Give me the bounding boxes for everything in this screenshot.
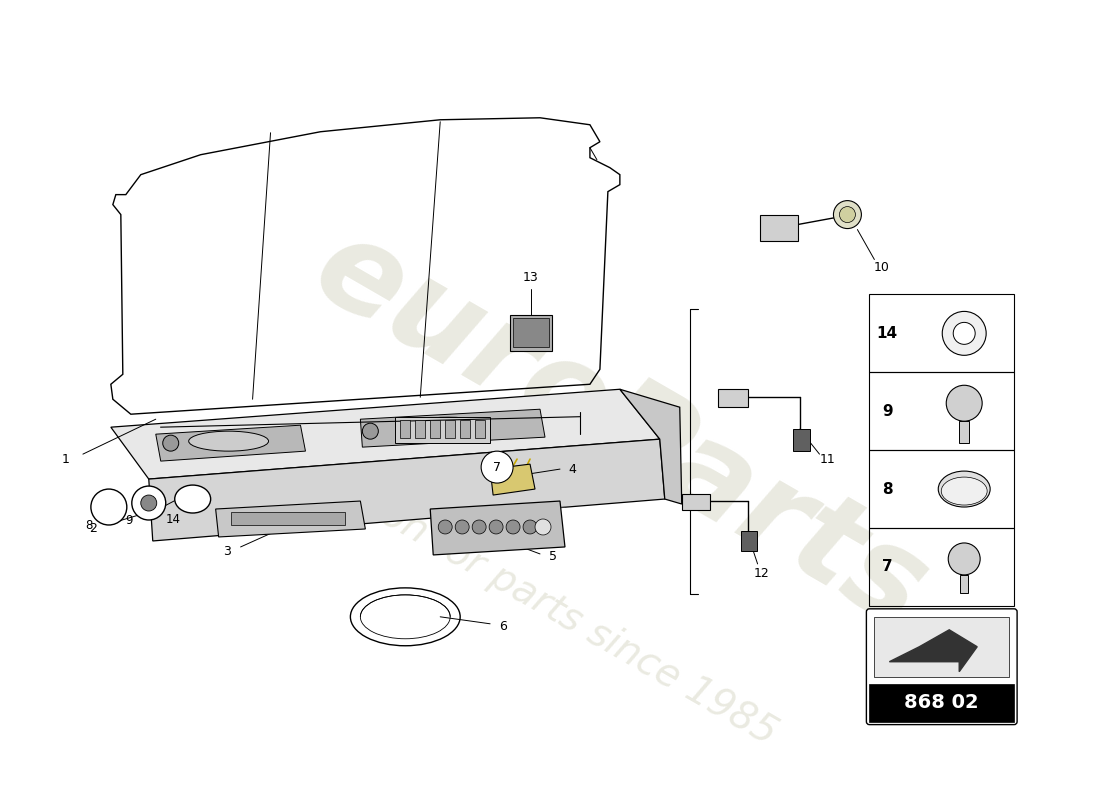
Circle shape: [438, 520, 452, 534]
Text: 14: 14: [165, 513, 180, 526]
Bar: [475, 420, 485, 438]
Text: 7: 7: [493, 461, 502, 474]
Polygon shape: [111, 390, 660, 479]
Polygon shape: [361, 410, 544, 447]
Bar: [717, 390, 748, 407]
Text: a passion for parts since 1985: a passion for parts since 1985: [256, 426, 784, 752]
Bar: [740, 531, 757, 551]
Bar: [395, 417, 491, 443]
Bar: [869, 684, 1014, 722]
Polygon shape: [620, 390, 682, 504]
Circle shape: [948, 543, 980, 575]
Bar: [400, 420, 410, 438]
Bar: [869, 450, 1014, 528]
Text: 6: 6: [499, 620, 507, 634]
Text: 10: 10: [873, 261, 889, 274]
Text: 1: 1: [62, 453, 70, 466]
Polygon shape: [430, 501, 565, 555]
Text: 11: 11: [820, 453, 835, 466]
Ellipse shape: [175, 485, 211, 513]
Circle shape: [362, 423, 378, 439]
Bar: [869, 294, 1014, 372]
Circle shape: [834, 201, 861, 229]
Polygon shape: [491, 464, 535, 495]
Text: 5: 5: [549, 550, 557, 563]
Bar: [874, 617, 1009, 677]
Ellipse shape: [189, 431, 268, 451]
Circle shape: [524, 520, 537, 534]
Circle shape: [132, 486, 166, 520]
Circle shape: [163, 435, 178, 451]
Polygon shape: [156, 425, 306, 461]
Bar: [959, 421, 969, 443]
Circle shape: [472, 520, 486, 534]
Polygon shape: [148, 439, 664, 541]
Bar: [231, 512, 345, 525]
Bar: [869, 528, 1014, 606]
Text: 14: 14: [877, 326, 898, 341]
Bar: [430, 420, 440, 438]
Circle shape: [954, 322, 976, 344]
Circle shape: [490, 520, 503, 534]
Circle shape: [455, 520, 470, 534]
Circle shape: [141, 495, 157, 511]
Bar: [682, 494, 710, 510]
Bar: [460, 420, 470, 438]
Ellipse shape: [942, 477, 987, 505]
Text: 4: 4: [568, 462, 576, 475]
Text: 868 02: 868 02: [904, 693, 979, 712]
Text: 9: 9: [125, 514, 133, 527]
Circle shape: [506, 520, 520, 534]
Ellipse shape: [408, 417, 488, 435]
Circle shape: [535, 519, 551, 535]
Text: euroParts: euroParts: [293, 206, 947, 653]
Circle shape: [839, 206, 856, 222]
Polygon shape: [216, 501, 365, 537]
Circle shape: [943, 311, 987, 355]
Text: 8: 8: [85, 519, 92, 533]
Text: 8: 8: [882, 482, 893, 497]
Text: 2: 2: [89, 522, 97, 535]
Circle shape: [946, 386, 982, 421]
Bar: [510, 315, 552, 351]
Bar: [960, 575, 968, 593]
Text: 13: 13: [524, 271, 539, 284]
Text: 9: 9: [882, 404, 893, 418]
Polygon shape: [889, 630, 977, 672]
Bar: [416, 420, 426, 438]
Bar: [760, 214, 798, 241]
Ellipse shape: [938, 471, 990, 507]
Bar: [446, 420, 455, 438]
Bar: [869, 372, 1014, 450]
Text: 12: 12: [754, 567, 770, 580]
Text: 3: 3: [222, 546, 231, 558]
Text: 7: 7: [882, 559, 893, 574]
Bar: [513, 318, 549, 347]
Bar: [792, 429, 811, 451]
FancyBboxPatch shape: [867, 609, 1018, 725]
Circle shape: [91, 489, 127, 525]
Circle shape: [481, 451, 513, 483]
